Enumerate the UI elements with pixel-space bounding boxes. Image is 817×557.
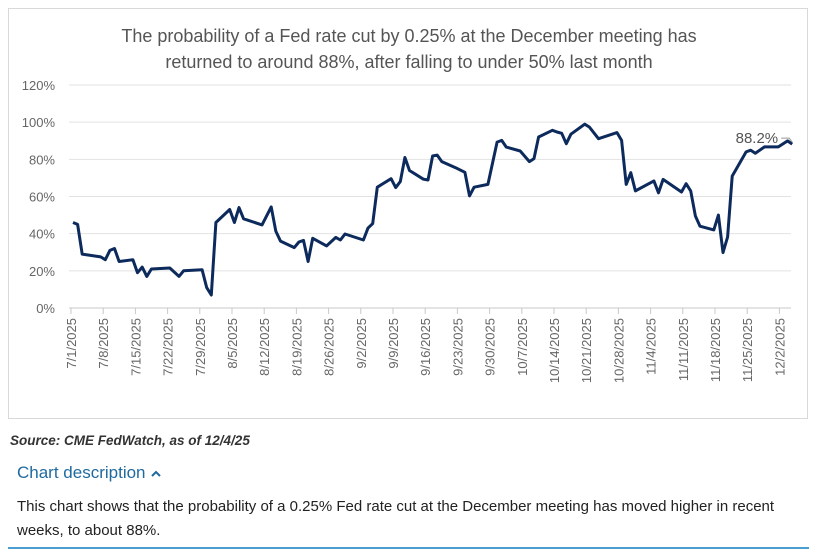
x-tick-label: 8/5/2025 [225, 318, 240, 369]
x-tick-label: 7/1/2025 [64, 318, 79, 369]
x-tick-label: 11/25/2025 [740, 318, 755, 382]
x-tick-label: 10/28/2025 [611, 318, 626, 383]
x-tick-label: 10/14/2025 [547, 318, 562, 383]
y-tick-label: 120% [22, 78, 56, 93]
chart-description-text: This chart shows that the probability of… [17, 498, 775, 539]
x-tick-label: 12/2/2025 [772, 318, 787, 376]
x-tick-label: 7/22/2025 [161, 318, 176, 376]
x-tick-label: 8/19/2025 [289, 318, 304, 376]
chart-description-label: Chart description [17, 463, 146, 482]
x-tick-label: 8/26/2025 [322, 318, 337, 376]
x-tick-label: 9/16/2025 [418, 318, 433, 376]
chart-description-toggle[interactable]: Chart description [17, 463, 162, 483]
x-tick-label: 10/21/2025 [579, 318, 594, 383]
x-tick-label: 11/11/2025 [676, 318, 691, 381]
y-tick-label: 80% [29, 152, 55, 167]
last-value-label: 88.2% [736, 130, 779, 147]
y-tick-label: 60% [29, 190, 55, 205]
divider [8, 547, 809, 549]
line-chart: The probability of a Fed rate cut by 0.2… [22, 26, 794, 383]
x-tick-label: 11/18/2025 [708, 318, 723, 382]
y-tick-label: 100% [22, 115, 56, 130]
y-tick-label: 0% [36, 301, 55, 316]
chart-title-line: The probability of a Fed rate cut by 0.2… [121, 26, 696, 46]
x-tick-label: 7/8/2025 [96, 318, 111, 369]
x-tick-label: 9/2/2025 [354, 318, 369, 369]
source-note: Source: CME FedWatch, as of 12/4/25 [10, 433, 250, 448]
y-tick-label: 20% [29, 264, 55, 279]
x-tick-label: 10/7/2025 [515, 318, 530, 376]
x-tick-label: 7/15/2025 [128, 318, 143, 376]
annotation-leader [781, 137, 793, 143]
x-tick-label: 9/9/2025 [386, 318, 401, 369]
chart-title-line: returned to around 88%, after falling to… [165, 52, 652, 72]
chart-container: The probability of a Fed rate cut by 0.2… [8, 8, 808, 419]
x-tick-label: 7/29/2025 [193, 318, 208, 376]
x-tick-label: 9/30/2025 [483, 318, 498, 376]
series-line [72, 122, 794, 297]
y-tick-label: 40% [29, 227, 55, 242]
chevron-up-icon [151, 470, 161, 477]
x-tick-label: 8/12/2025 [257, 318, 272, 376]
x-tick-label: 9/23/2025 [450, 318, 465, 376]
x-tick-label: 11/4/2025 [644, 318, 659, 375]
